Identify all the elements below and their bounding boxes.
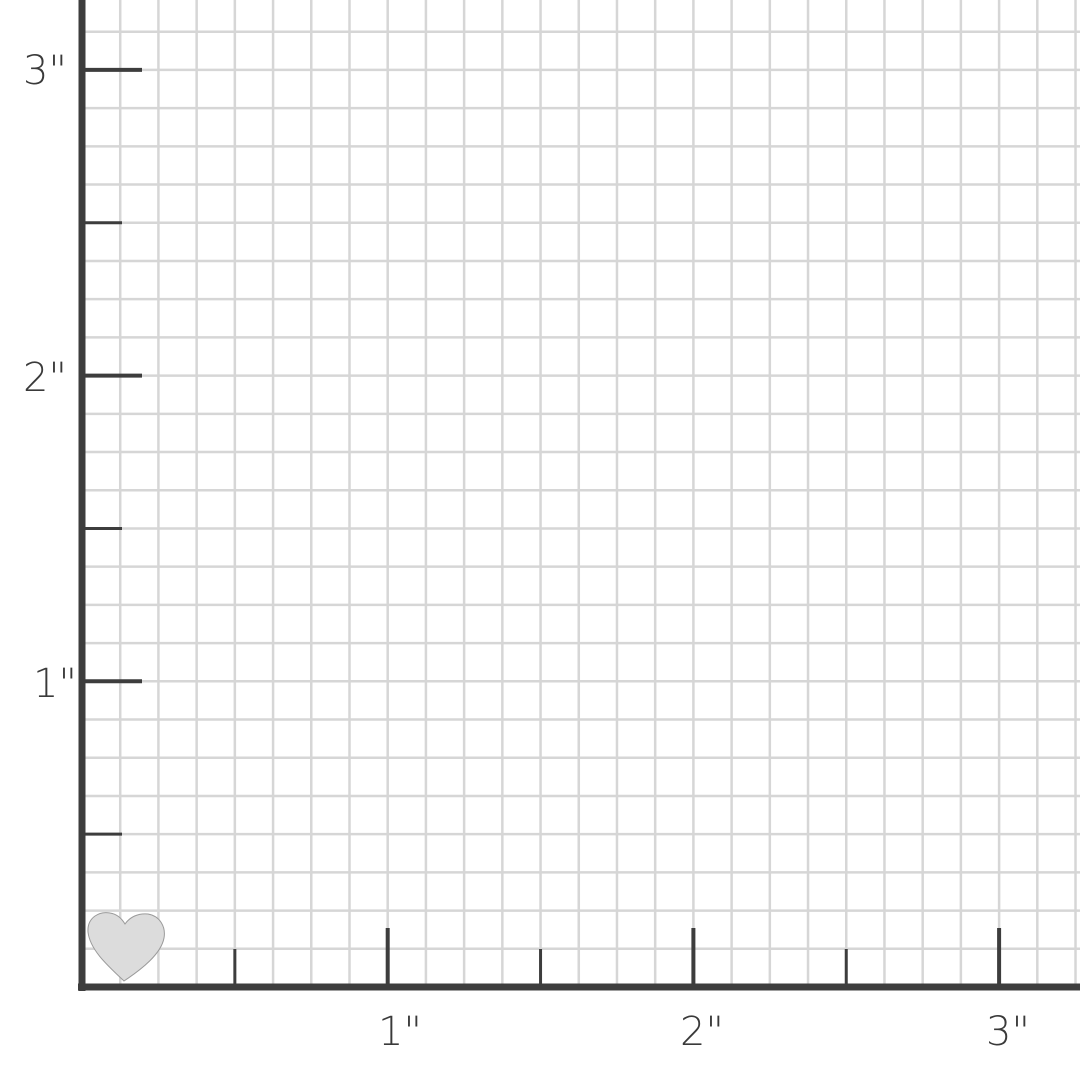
grid-lines [82,0,1080,987]
y-label-2: 2" [23,355,67,401]
x-label-3: 3" [986,1009,1030,1055]
y-label-1: 1" [33,661,77,707]
x-label-1: 1" [378,1009,422,1055]
x-label-2: 2" [680,1009,724,1055]
heart-charm [87,912,165,982]
y-label-3: 3" [23,48,67,94]
axis-ticks [82,67,1002,987]
